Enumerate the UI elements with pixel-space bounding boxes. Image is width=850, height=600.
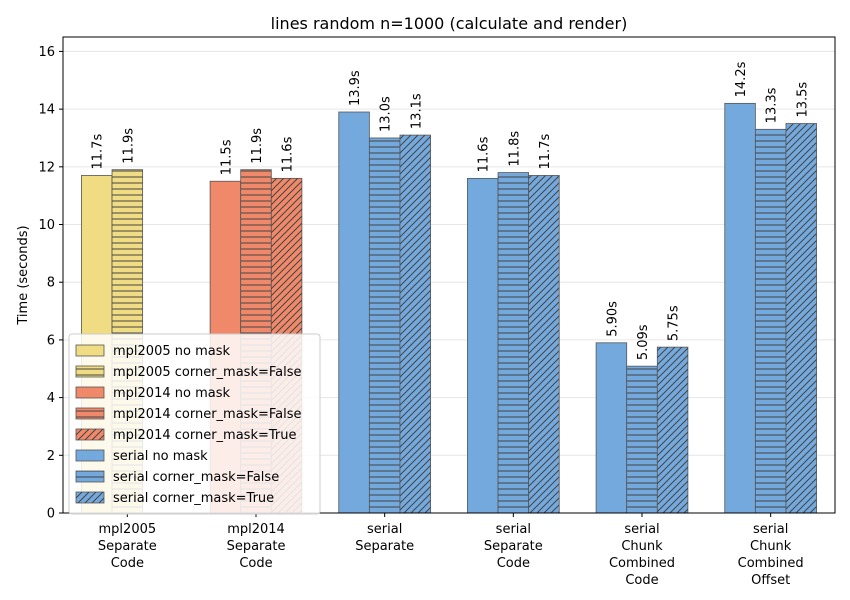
legend-item-label: mpl2005 no mask [113, 344, 230, 359]
bar-value-label: 11.9s [121, 128, 136, 164]
bar-hatch [528, 175, 560, 514]
y-tick-label: 8 [47, 276, 55, 291]
x-tick-label: Offset [751, 573, 790, 588]
x-tick-label: mpl2014 [227, 522, 285, 537]
bar-value-label: 13.3s [765, 87, 780, 123]
x-tick-label: serial [624, 522, 659, 537]
x-tick-label: Separate [227, 539, 286, 554]
bar-value-label: 13.9s [348, 70, 363, 106]
y-tick-label: 2 [47, 449, 55, 464]
bar [595, 342, 628, 514]
bar-value-label: 13.0s [379, 96, 394, 132]
bar-hatch [399, 135, 431, 514]
y-tick-label: 14 [38, 103, 55, 118]
bar-hatch [755, 129, 786, 513]
legend-swatch-hatch [76, 408, 104, 419]
x-tick-label: Code [111, 556, 144, 571]
legend-item-label: mpl2014 no mask [113, 386, 230, 401]
legend-box [68, 333, 321, 515]
legend-swatch-hatch [76, 429, 104, 440]
bar-value-label: 5.09s [636, 324, 651, 360]
legend-item-label: serial no mask [113, 449, 208, 464]
x-tick-label: Separate [484, 539, 543, 554]
y-tick-label: 4 [47, 391, 55, 406]
bar-value-labels: 11.7s 11.9s 11.5s 11.9s 11.6s 13.9s 13.0s 13.1s… [91, 61, 811, 360]
y-axis: 0 2 4 6 8 10 12 14 16 [38, 45, 63, 522]
bar-hatch [785, 123, 817, 513]
legend-item-label: mpl2014 corner_mask=False [113, 407, 302, 422]
x-tick-label: serial [753, 522, 788, 537]
bar-value-label: 14.2s [734, 61, 749, 97]
x-tick-label: Code [625, 573, 658, 588]
y-axis-label: Time (seconds) [16, 225, 31, 325]
legend-swatch-hatch [76, 471, 104, 482]
bar-value-label: 11.5s [219, 139, 234, 175]
bar-hatch [369, 137, 400, 513]
bar [724, 102, 756, 514]
x-tick-label: serial [496, 522, 531, 537]
legend-item-label: mpl2014 corner_mask=True [113, 428, 296, 443]
x-tick-label: serial [367, 522, 402, 537]
legend-item-label: mpl2005 corner_mask=False [113, 365, 302, 380]
legend-swatch-hatch [76, 492, 104, 503]
x-tick-label: Combined [609, 556, 675, 571]
x-tick-label: Separate [355, 539, 414, 554]
bar-value-label: 11.7s [91, 134, 106, 170]
x-tick-label: Separate [98, 539, 157, 554]
legend-item-label: serial corner_mask=False [113, 470, 279, 485]
bar-value-label: 11.7s [538, 134, 553, 170]
bar-value-label: 5.75s [667, 305, 682, 341]
x-tick-label: Combined [738, 556, 804, 571]
y-tick-label: 10 [38, 218, 55, 233]
y-tick-label: 16 [38, 45, 55, 60]
legend-swatch-hatch [76, 366, 104, 377]
bar-value-label: 11.9s [250, 128, 265, 164]
bar-value-label: 13.1s [409, 93, 424, 129]
legend: mpl2005 no mask mpl2005 corner_mask=False… [68, 333, 321, 515]
y-tick-label: 6 [47, 333, 55, 348]
legend-swatch [75, 386, 105, 399]
bar-value-label: 5.90s [605, 301, 620, 337]
x-axis: mpl2005 Separate Code mpl2014 Separate Code se… [98, 513, 804, 588]
bar-value-label: 11.8s [507, 131, 522, 167]
y-tick-label: 0 [47, 507, 55, 522]
bar-value-label: 13.5s [795, 82, 810, 118]
legend-swatch [75, 449, 105, 462]
bar [338, 111, 370, 514]
x-tick-label: Code [497, 556, 530, 571]
bar-hatch [626, 366, 658, 513]
plot-area-frame [62, 36, 836, 514]
x-tick-label: Chunk [750, 539, 792, 554]
legend-swatch [75, 344, 105, 357]
bar-value-label: 11.6s [477, 136, 492, 172]
bar-hatch [498, 172, 529, 513]
bar [467, 177, 499, 514]
x-tick-label: Code [239, 556, 272, 571]
chart-title: lines random n=1000 (calculate and rende… [271, 14, 628, 33]
legend-item-label: serial corner_mask=True [113, 491, 274, 506]
x-tick-label: mpl2005 [99, 522, 157, 537]
bar-value-label: 11.6s [281, 136, 296, 172]
x-tick-label: Chunk [621, 539, 663, 554]
y-tick-label: 12 [38, 160, 55, 175]
bar-hatch [657, 347, 688, 513]
